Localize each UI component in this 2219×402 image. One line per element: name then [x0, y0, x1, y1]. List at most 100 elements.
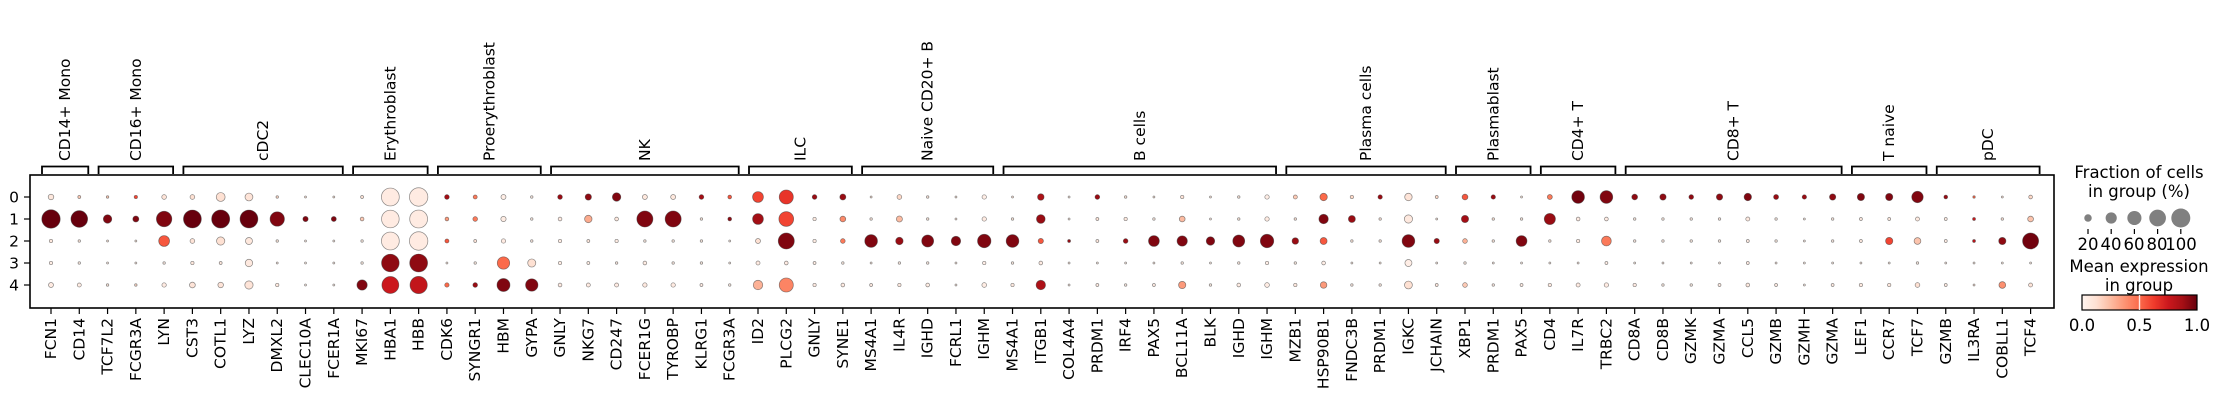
group-bracket: [437, 165, 542, 174]
expression-dot: [752, 213, 764, 225]
expression-dot: [77, 239, 81, 243]
expression-dot: [1803, 239, 1806, 243]
group-bracket: [352, 165, 429, 174]
expression-dot: [1603, 282, 1609, 288]
group-bracket: [182, 165, 344, 174]
expression-dot: [2027, 215, 2034, 223]
gene-label: GNLY: [551, 317, 569, 357]
expression-dot: [897, 261, 901, 265]
expression-dot: [1265, 260, 1270, 266]
expression-dot: [755, 238, 761, 244]
expression-dot: [381, 276, 400, 294]
gene-label: GZMA: [1711, 318, 1729, 365]
gene-label: TCF7: [1908, 318, 1926, 357]
gene-label: ITGB1: [1032, 318, 1050, 365]
expression-dot: [409, 253, 428, 273]
expression-dot: [134, 283, 138, 287]
expression-dot: [728, 283, 732, 287]
expression-dot: [2028, 282, 2033, 288]
expression-dot: [1859, 261, 1863, 265]
expression-dot: [218, 261, 223, 265]
expression-dot: [359, 216, 365, 222]
expression-dot: [275, 282, 280, 288]
expression-dot: [1350, 261, 1354, 265]
row-label: 4: [9, 277, 19, 295]
expression-dot: [2000, 195, 2004, 199]
expression-dot: [1377, 194, 1383, 200]
gene-label: IL3RA: [1965, 318, 1983, 362]
gene-label: TYROBP: [664, 318, 682, 381]
expression-dot: [1321, 260, 1326, 266]
expression-dot: [1237, 217, 1241, 221]
expression-dot: [557, 216, 563, 222]
expression-dot: [1378, 261, 1382, 265]
group-label: Naive CD20+ B: [919, 41, 937, 161]
expression-dot: [615, 261, 619, 265]
expression-dot: [381, 209, 400, 229]
expression-dot: [1435, 217, 1439, 221]
gene-label: XBP1: [1456, 318, 1474, 358]
expression-dot: [444, 216, 450, 222]
gene-label: CCR7: [1880, 318, 1898, 360]
expression-dot: [1972, 261, 1976, 265]
expression-dot: [1124, 195, 1128, 199]
expression-dot: [275, 261, 279, 265]
expression-dot: [1548, 239, 1552, 243]
size-legend-title-line1: Fraction of cells: [2074, 163, 2203, 182]
expression-dot: [1689, 283, 1693, 287]
expression-dot: [132, 215, 140, 223]
expression-dot: [472, 282, 478, 288]
expression-dot: [360, 239, 364, 243]
gene-label: ID2: [749, 318, 767, 344]
expression-dot: [1718, 261, 1721, 265]
gene-label: GZMH: [1795, 318, 1813, 366]
expression-dot: [1292, 194, 1298, 200]
gene-label: MZB1: [1286, 318, 1304, 363]
expression-dot: [304, 283, 307, 287]
expression-dot: [1915, 216, 1920, 222]
gene-label: HBB: [410, 318, 428, 351]
expression-dot: [1232, 234, 1246, 248]
expression-dot: [727, 216, 732, 222]
expression-dot: [409, 209, 428, 229]
group-label: ILC: [791, 137, 809, 161]
plot-area: 0 1 2 3 4 FCN1 CD14 TCF7L2 FCGR3A LYN CST3 COTL1 LYZ…: [9, 41, 2055, 389]
expression-dot: [1461, 193, 1469, 201]
expression-dot: [1124, 261, 1127, 265]
expression-dot: [1293, 217, 1297, 221]
expression-dot: [1688, 194, 1694, 200]
expression-dot: [1067, 239, 1071, 243]
expression-dot: [752, 279, 764, 291]
expression-dot: [1010, 261, 1015, 265]
expression-dot: [784, 260, 789, 266]
row-label: 3: [9, 255, 19, 273]
group-bracket: [97, 165, 175, 174]
expression-dot: [381, 231, 400, 251]
expression-dot: [409, 231, 429, 251]
expression-dot: [1661, 217, 1665, 221]
expression-dot: [1434, 283, 1439, 287]
expression-dot: [1319, 192, 1328, 202]
expression-dot: [778, 277, 794, 293]
expression-dot: [1972, 195, 1976, 199]
expression-dot: [1435, 261, 1439, 265]
expression-dot: [699, 217, 704, 221]
expression-dot: [1205, 236, 1216, 246]
expression-dot: [1209, 261, 1212, 265]
group-label: NK: [636, 138, 654, 161]
gene-label: TCF7L2: [99, 318, 117, 376]
expression-dot: [2028, 194, 2033, 200]
colorbar-tick-1: 1.0: [2184, 316, 2210, 335]
expression-dot: [1152, 283, 1156, 287]
expression-dot: [1717, 217, 1722, 221]
gene-label: CST3: [183, 318, 201, 358]
expression-dot: [409, 187, 429, 207]
expression-dot: [699, 261, 704, 265]
expression-dot: [134, 261, 138, 265]
expression-dot: [1745, 261, 1750, 265]
gene-label: IGKC: [1399, 318, 1417, 355]
group-bracket: [1002, 165, 1277, 174]
expression-dot: [1124, 283, 1128, 287]
gene-label: HBA1: [381, 318, 399, 361]
expression-dot: [1717, 283, 1722, 287]
